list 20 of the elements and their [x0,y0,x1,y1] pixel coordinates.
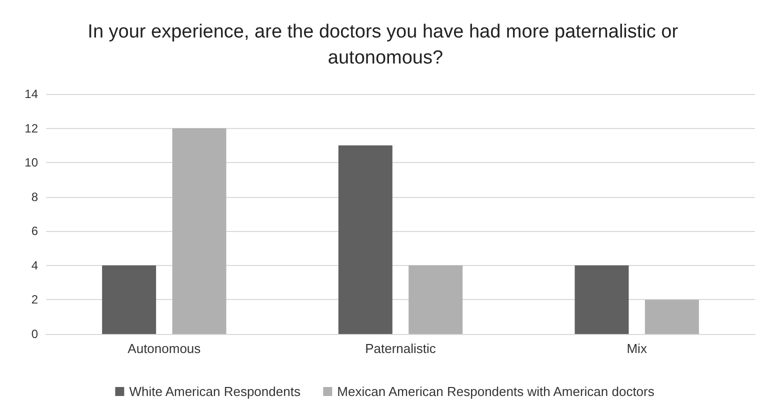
bar [408,265,463,334]
y-tick-label: 12 [24,121,38,136]
legend-label: Mexican American Respondents with American doctors [337,384,655,399]
legend-label: White American Respondents [129,384,301,399]
bar [644,300,699,334]
y-tick-label: 4 [31,258,38,272]
x-tick-label: Mix [626,341,648,356]
bar [102,265,156,334]
y-tick-label: 14 [24,87,38,101]
bar [172,128,226,334]
y-tick-label: 6 [31,224,38,238]
bar [338,145,392,334]
chart-title: In your experience, are the doctors you have had more paternalistic or autonomous? [88,22,684,68]
bar [574,265,629,334]
x-tick-label: Paternalistic [365,341,436,356]
y-tick-label: 2 [31,292,38,307]
x-tick-label: Autonomous [128,341,202,356]
y-tick-label: 0 [31,327,38,341]
y-tick-label: 8 [31,190,38,204]
y-tick-label: 10 [24,156,38,170]
